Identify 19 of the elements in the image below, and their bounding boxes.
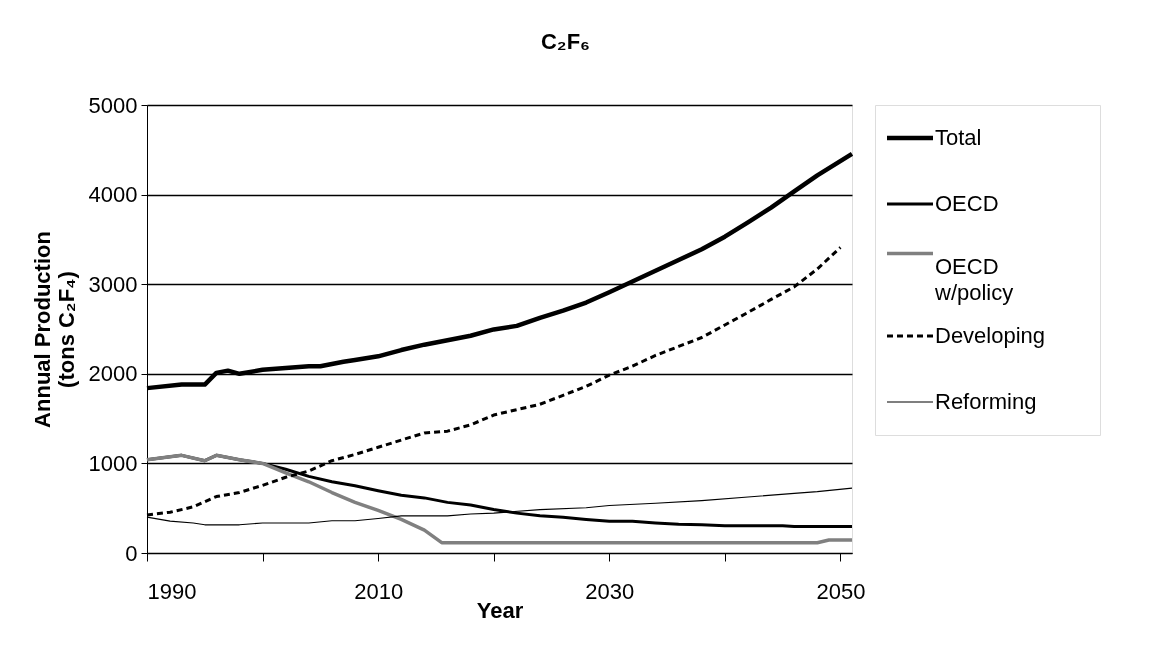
x-tick-label: 2010	[354, 578, 404, 604]
y-tick-label: 2000	[88, 361, 138, 387]
line-series	[145, 453, 854, 545]
x-tick-label: 2050	[816, 578, 866, 604]
y-tick-label: 1000	[88, 450, 138, 476]
y-axis-title: Annual Production (tons C₂F₄)	[29, 231, 79, 428]
y-tick-label: 5000	[88, 92, 138, 118]
x-tick-label: 1990	[147, 578, 197, 604]
legend-label: OECD	[935, 191, 999, 216]
legend-label: Reforming	[935, 389, 1037, 414]
y-tick-label: 0	[125, 540, 138, 566]
legend-label: Total	[935, 125, 982, 150]
legend-label: OECD w/policy	[934, 253, 1014, 305]
chart-title: C₂F₆	[540, 28, 591, 54]
y-tick-label: 4000	[88, 182, 138, 208]
x-axis-title: Year	[476, 597, 524, 623]
legend-label: Developing	[935, 323, 1046, 348]
y-tick-label: 3000	[88, 271, 138, 297]
x-tick-label: 2030	[585, 578, 635, 604]
